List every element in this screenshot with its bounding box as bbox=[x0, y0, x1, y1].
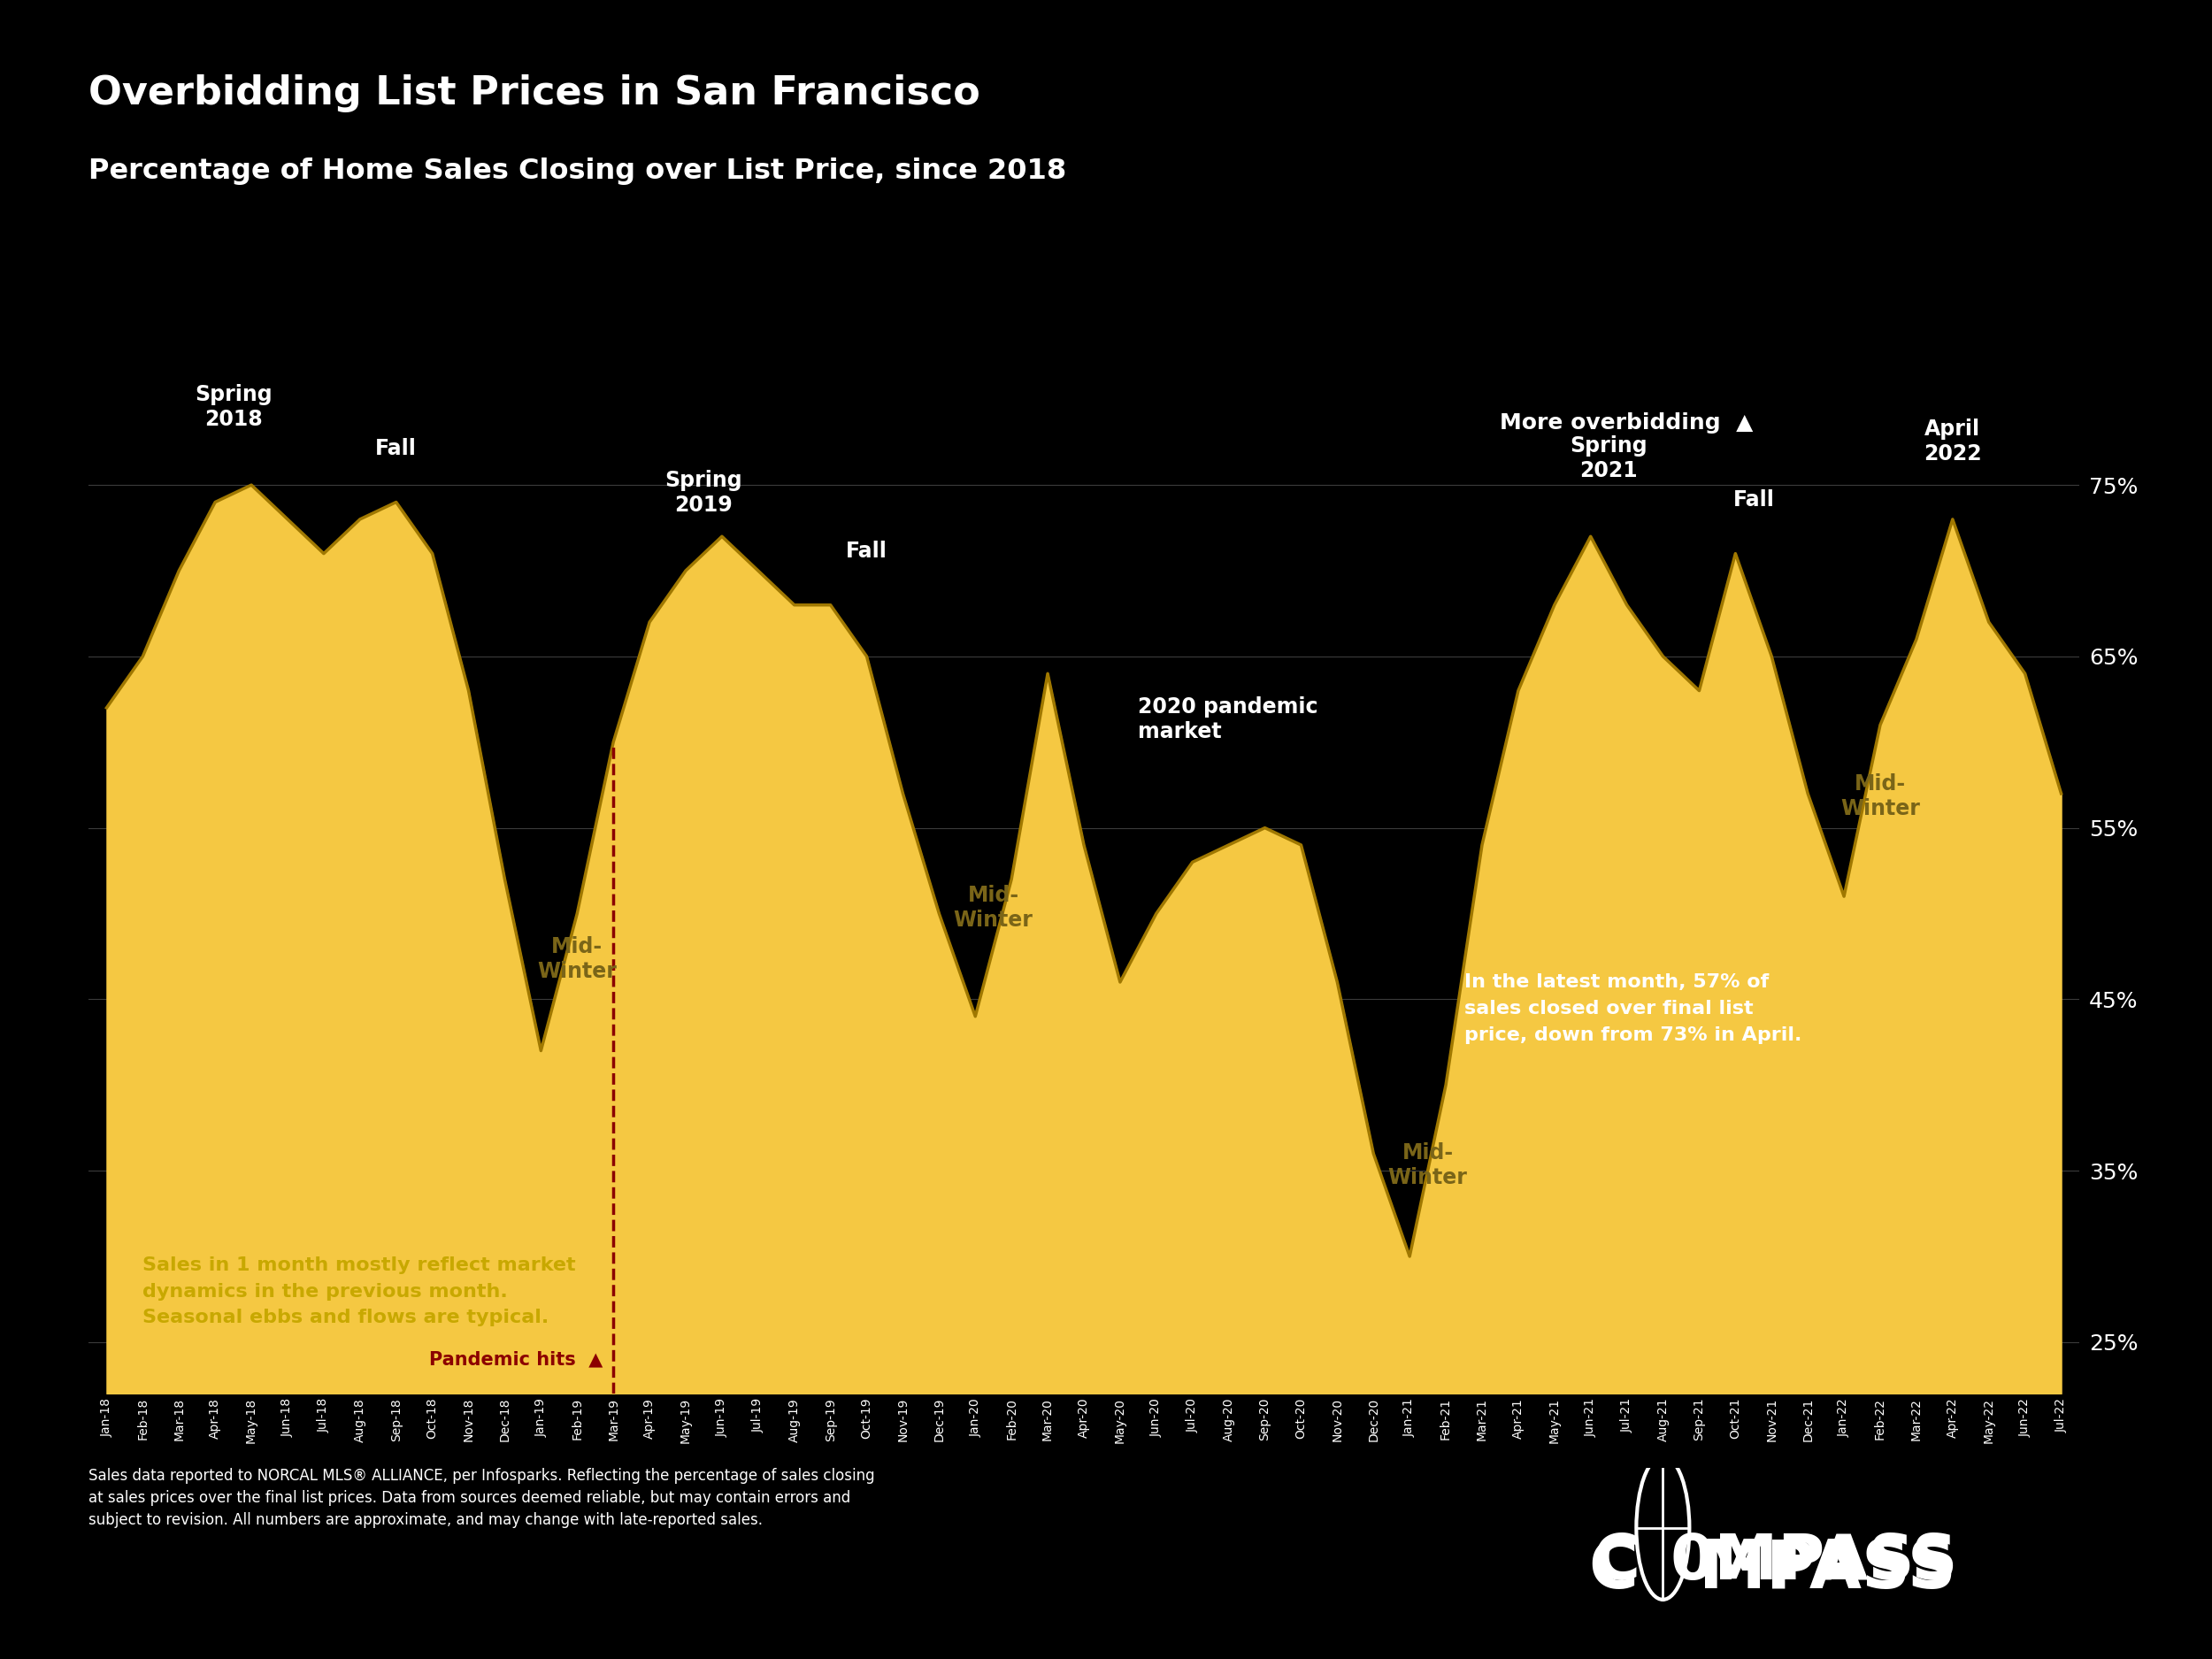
Text: Pandemic hits  ▲: Pandemic hits ▲ bbox=[429, 1350, 602, 1367]
Text: Mid-
Winter: Mid- Winter bbox=[1840, 773, 1920, 820]
Text: C: C bbox=[1593, 1531, 1639, 1593]
Text: Fall: Fall bbox=[1732, 489, 1774, 511]
Text: Fall: Fall bbox=[845, 541, 887, 562]
Text: Spring
2018: Spring 2018 bbox=[195, 385, 272, 430]
Text: April
2022: April 2022 bbox=[1924, 418, 1982, 465]
Text: Fall: Fall bbox=[376, 438, 416, 460]
Text: Sales in 1 month mostly reflect market
dynamics in the previous month.
Seasonal : Sales in 1 month mostly reflect market d… bbox=[144, 1256, 575, 1327]
Text: More overbidding  ▲: More overbidding ▲ bbox=[1500, 413, 1754, 433]
Text: Sales data reported to NORCAL MLS® ALLIANCE, per Infosparks. Reflecting the perc: Sales data reported to NORCAL MLS® ALLIA… bbox=[88, 1468, 874, 1528]
Text: MPASS: MPASS bbox=[1699, 1538, 1955, 1603]
Text: In the latest month, 57% of
sales closed over final list
price, down from 73% in: In the latest month, 57% of sales closed… bbox=[1464, 974, 1801, 1044]
Text: C: C bbox=[1588, 1538, 1637, 1603]
Text: 2020 pandemic
market: 2020 pandemic market bbox=[1139, 697, 1318, 742]
Text: Mid-
Winter: Mid- Winter bbox=[1387, 1141, 1467, 1188]
Text: Percentage of Home Sales Closing over List Price, since 2018: Percentage of Home Sales Closing over Li… bbox=[88, 158, 1066, 186]
Text: Mid-
Winter: Mid- Winter bbox=[953, 884, 1033, 931]
Text: 0MPASS: 0MPASS bbox=[1670, 1531, 1958, 1593]
Text: Spring
2019: Spring 2019 bbox=[666, 469, 743, 516]
Text: Spring
2021: Spring 2021 bbox=[1571, 436, 1648, 481]
Text: Overbidding List Prices in San Francisco: Overbidding List Prices in San Francisco bbox=[88, 75, 980, 113]
Text: Mid-
Winter: Mid- Winter bbox=[538, 936, 617, 982]
